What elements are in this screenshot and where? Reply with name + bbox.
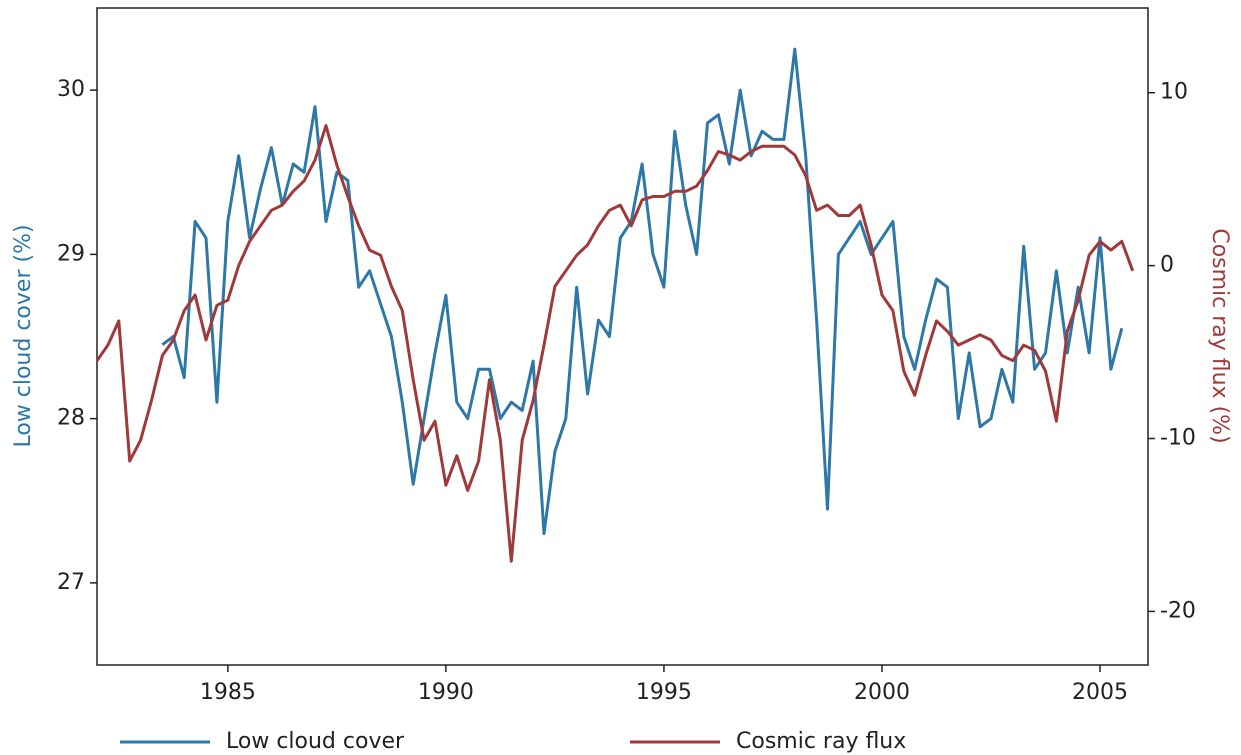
y2-tick-label: -20: [1160, 598, 1196, 623]
y-tick-label: 28: [57, 406, 85, 431]
y-axis-label: Low cloud cover (%): [11, 224, 36, 447]
x-tick-label: 1995: [636, 680, 692, 705]
y-tick-label: 30: [57, 77, 85, 102]
x-tick-label: 2000: [854, 680, 910, 705]
y2-axis-label: Cosmic ray flux (%): [1207, 228, 1232, 443]
legend-label: Low cloud cover: [226, 729, 405, 754]
y2-tick-label: 0: [1160, 253, 1174, 278]
y2-tick-label: -10: [1160, 426, 1196, 451]
x-tick-label: 1985: [200, 680, 256, 705]
y-tick-label: 29: [57, 241, 85, 266]
x-tick-label: 1990: [418, 680, 474, 705]
y-tick-label: 27: [57, 570, 85, 595]
legend-label: Cosmic ray flux: [736, 729, 906, 754]
data-line: [161, 47, 1124, 536]
plot-frame: [96, 7, 1149, 666]
y2-tick-label: 10: [1160, 80, 1188, 105]
data-line: [95, 124, 1135, 563]
x-tick-label: 2005: [1072, 680, 1128, 705]
